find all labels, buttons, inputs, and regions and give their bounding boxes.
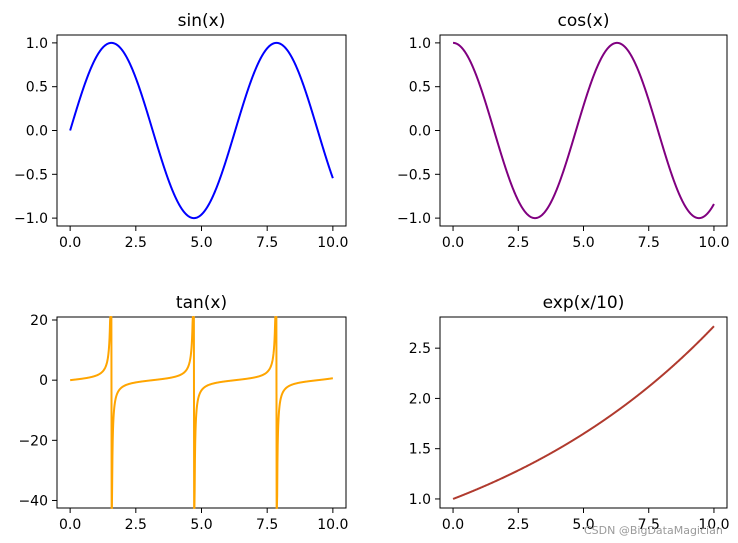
x-tick-label: 2.5 <box>125 517 147 533</box>
subplot-title: cos(x) <box>558 11 610 31</box>
x-tick-label: 7.5 <box>256 235 278 251</box>
y-tick-label: −1.0 <box>397 211 431 227</box>
series-line <box>452 325 715 500</box>
plot-frame <box>439 316 728 509</box>
x-tick-label: 2.5 <box>507 235 529 251</box>
subplot-3: tan(x) 0.0 2.5 5.0 7.5 10.0 20 0 −20 −40 <box>18 293 348 533</box>
subplot-title: sin(x) <box>178 11 226 31</box>
x-tick-label: 5.0 <box>572 235 594 251</box>
y-tick-label: −0.5 <box>14 167 48 183</box>
series-line <box>69 41 334 220</box>
x-tick-label: 10.0 <box>698 235 729 251</box>
x-tick-label: 2.5 <box>125 235 147 251</box>
x-tick-label: 10.0 <box>698 517 729 533</box>
y-tick-label: 1.0 <box>409 36 431 52</box>
y-tick-label: 0.0 <box>26 124 48 140</box>
series-line <box>452 41 715 220</box>
y-tick-label: 1.0 <box>26 36 48 52</box>
y-tick-label: −20 <box>18 433 48 449</box>
subplot-4: exp(x/10) 0.0 2.5 5.0 7.5 10.0 2.5 2.0 1.5 1.0 <box>409 293 730 533</box>
x-tick-label: 7.5 <box>638 235 660 251</box>
series-line <box>69 316 334 509</box>
x-tick-label: 0.0 <box>59 517 81 533</box>
y-tick-label: −0.5 <box>397 167 431 183</box>
subplot-title: tan(x) <box>176 293 227 313</box>
subplot-1: sin(x) 0.0 2.5 5.0 7.5 10.0 1.0 0.5 0.0 −0.5 −1.0 <box>14 11 348 251</box>
x-tick-label: 0.0 <box>59 235 81 251</box>
x-tick-label: 10.0 <box>317 517 348 533</box>
y-tick-label: 0.5 <box>409 80 431 96</box>
plot-frame <box>439 34 728 227</box>
plot-frame <box>56 316 347 509</box>
y-tick-label: −1.0 <box>14 211 48 227</box>
y-tick-label: 0.0 <box>409 124 431 140</box>
x-tick-label: 0.0 <box>442 517 464 533</box>
y-tick-label: 0 <box>39 373 48 389</box>
watermark: CSDN @BigDataMagician <box>584 524 723 537</box>
x-tick-label: 0.0 <box>442 235 464 251</box>
x-tick-label: 7.5 <box>256 517 278 533</box>
x-tick-label: 10.0 <box>317 235 348 251</box>
y-tick-label: 1.5 <box>409 442 431 458</box>
y-tick-label: 1.0 <box>409 492 431 508</box>
plot-frame <box>56 34 347 227</box>
y-tick-label: 2.5 <box>409 341 431 357</box>
x-tick-label: 7.5 <box>638 517 660 533</box>
subplot-2: cos(x) 0.0 2.5 5.0 7.5 10.0 1.0 0.5 0.0 −0.5 −1.0 <box>397 11 730 251</box>
x-tick-label: 5.0 <box>190 235 212 251</box>
y-tick-label: 20 <box>30 313 48 329</box>
x-tick-label: 5.0 <box>572 517 594 533</box>
subplot-title: exp(x/10) <box>543 293 625 313</box>
y-tick-label: 2.0 <box>409 391 431 407</box>
x-tick-label: 5.0 <box>190 517 212 533</box>
y-tick-label: 0.5 <box>26 80 48 96</box>
x-tick-label: 2.5 <box>507 517 529 533</box>
y-tick-label: −40 <box>18 493 48 509</box>
